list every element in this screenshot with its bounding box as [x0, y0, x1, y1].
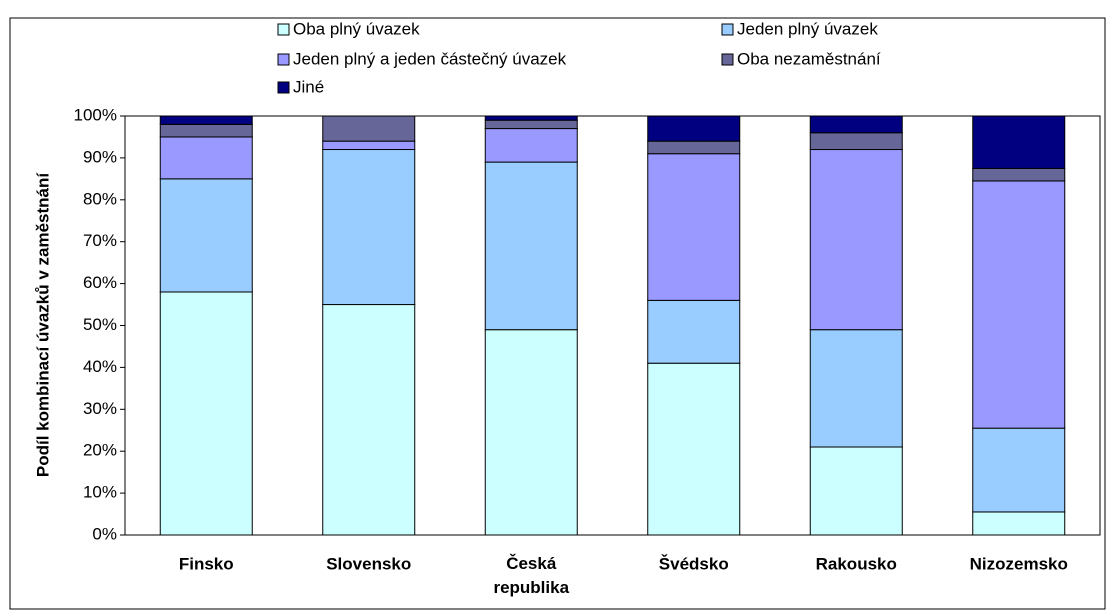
bar-segment: [972, 427, 1066, 513]
y-tick-label: 0%: [92, 524, 117, 543]
bar-segment: [809, 446, 903, 536]
bar-segment: [809, 132, 903, 151]
legend-swatch: [277, 53, 290, 66]
legend-swatch: [277, 23, 290, 36]
bar-segment: [647, 362, 741, 536]
bar-segment: [159, 178, 253, 293]
bar-segment: [322, 304, 416, 536]
bar-segment: [647, 299, 741, 364]
legend-label: Oba plný úvazek: [293, 19, 420, 38]
bar-segment: [972, 167, 1066, 182]
bar-segment: [809, 329, 903, 448]
legend-label: Jeden plný a jeden částečný úvazek: [293, 49, 567, 68]
bar-segment: [972, 511, 1066, 536]
legend-swatch: [721, 53, 734, 66]
legend-label: Oba nezaměstnání: [737, 49, 881, 68]
y-tick-label: 60%: [83, 273, 117, 292]
x-tick-label: Česká republika: [493, 554, 569, 597]
bar-segment: [972, 180, 1066, 429]
y-tick-label: 20%: [83, 441, 117, 460]
legend-label: Jeden plný úvazek: [737, 19, 878, 38]
bar-segment: [647, 153, 741, 301]
bar-segment: [322, 149, 416, 306]
x-tick-label: Finsko: [179, 554, 234, 573]
bar-segment: [159, 291, 253, 536]
bar-segment: [159, 115, 253, 125]
legend-swatch: [721, 23, 734, 36]
legend-swatch: [277, 81, 290, 94]
bar-segment: [322, 140, 416, 151]
y-tick-label: 90%: [83, 147, 117, 166]
y-tick-label: 40%: [83, 357, 117, 376]
x-tick-label: Nizozemsko: [970, 554, 1068, 573]
y-tick-label: 70%: [83, 231, 117, 250]
y-tick-label: 80%: [83, 189, 117, 208]
bar-segment: [484, 128, 578, 163]
bar-segment: [484, 115, 578, 121]
legend-label: Jiné: [293, 77, 324, 96]
plot-area: [124, 115, 1101, 536]
bar-segment: [972, 115, 1066, 169]
bar-segment: [484, 161, 578, 331]
bar-segment: [647, 115, 741, 142]
bar-segment: [809, 115, 903, 134]
y-axis-label: Podíl kombinací úvazků v zaměstnání: [33, 172, 52, 477]
x-tick-label: Slovensko: [326, 554, 411, 573]
bar-segment: [647, 140, 741, 155]
bar-segment: [484, 329, 578, 536]
bar-segment: [159, 136, 253, 180]
y-tick-label: 10%: [83, 483, 117, 502]
y-tick-label: 100%: [74, 105, 117, 124]
y-tick-label: 30%: [83, 399, 117, 418]
bar-segment: [484, 119, 578, 130]
y-tick-label: 50%: [83, 315, 117, 334]
bar-segment: [809, 149, 903, 331]
bar-segment: [159, 123, 253, 138]
x-tick-label: Rakousko: [816, 554, 897, 573]
x-tick-label: Švédsko: [659, 554, 729, 573]
bar-segment: [322, 115, 416, 142]
